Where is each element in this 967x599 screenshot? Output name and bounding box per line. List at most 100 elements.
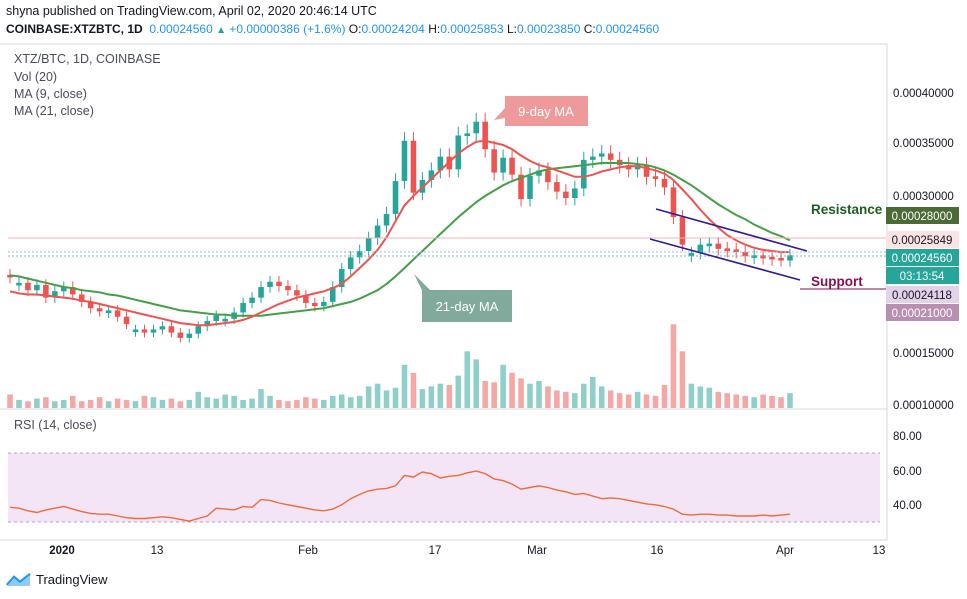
rsi-axis[interactable]: 80.00 60.00 40.00 bbox=[893, 431, 922, 512]
volume-bar bbox=[482, 381, 488, 408]
volume-bar bbox=[338, 394, 345, 408]
volume-bar bbox=[787, 393, 793, 408]
rsi-tick: 60.00 bbox=[893, 466, 922, 478]
volume-bar bbox=[231, 395, 237, 408]
volume-bar bbox=[7, 394, 13, 408]
candle-body bbox=[374, 225, 381, 239]
candle-body bbox=[509, 157, 515, 175]
channel-lower-line[interactable] bbox=[649, 238, 801, 281]
last-price-label: 0.00024560 bbox=[892, 253, 953, 265]
candle-body bbox=[670, 187, 677, 218]
volume-bar bbox=[751, 397, 757, 408]
candle-body bbox=[563, 191, 569, 198]
volume-bar bbox=[455, 375, 462, 408]
candle-body bbox=[303, 295, 309, 303]
volume-bar bbox=[778, 397, 784, 408]
resistance-price: 0.00028000 bbox=[892, 211, 953, 223]
volume-bar bbox=[581, 383, 587, 408]
volume-bar bbox=[321, 399, 327, 408]
candle-body bbox=[742, 252, 748, 257]
last-price: 0.00024560 bbox=[149, 22, 213, 36]
candle-body bbox=[581, 159, 587, 189]
volume-bar bbox=[410, 372, 417, 408]
low-value: 0.00023850 bbox=[516, 22, 581, 36]
volume-bar bbox=[634, 391, 641, 408]
volume-bar bbox=[34, 398, 40, 408]
candle-body bbox=[321, 301, 327, 307]
candle-body bbox=[258, 287, 264, 298]
volume-bar bbox=[760, 394, 766, 408]
volume-bar bbox=[168, 398, 175, 408]
support-price: 0.00021000 bbox=[892, 308, 953, 320]
ma9-price: 0.00025849 bbox=[892, 235, 953, 247]
volume-bar bbox=[347, 397, 354, 408]
candle-body bbox=[96, 308, 103, 312]
rsi-line bbox=[9, 470, 791, 522]
volume-bar bbox=[294, 399, 300, 408]
volume-bar bbox=[715, 391, 722, 408]
high-label: H: bbox=[428, 22, 441, 36]
high-value: 0.00025853 bbox=[440, 22, 504, 36]
legend-ma21: MA (21, close) bbox=[14, 104, 94, 118]
volume-bar bbox=[509, 372, 515, 408]
candle-body bbox=[267, 281, 273, 288]
candle-body bbox=[760, 255, 766, 259]
volume-bar bbox=[392, 387, 399, 408]
ma21-price-box bbox=[886, 286, 959, 303]
price-axis[interactable]: 0.00040000 0.00035000 0.00030000 0.00015… bbox=[893, 88, 954, 412]
candle-body bbox=[132, 329, 139, 333]
time-axis[interactable]: 2020 13 Feb 17 Mar 16 Apr 13 bbox=[49, 545, 885, 557]
volume-bar bbox=[96, 397, 103, 408]
candle-body bbox=[123, 316, 130, 325]
candle-body bbox=[78, 294, 85, 302]
volume-bar bbox=[105, 401, 112, 408]
time-tick: 13 bbox=[151, 545, 164, 557]
volume-bar bbox=[706, 387, 713, 408]
resistance-label: Resistance bbox=[811, 202, 883, 217]
volume-bar bbox=[43, 397, 49, 408]
volume-bar bbox=[159, 399, 166, 408]
volume-bar bbox=[742, 395, 748, 408]
volume-bar bbox=[464, 351, 471, 408]
price-tick: 0.00030000 bbox=[893, 191, 954, 203]
candle-body bbox=[347, 257, 354, 270]
time-tick: Apr bbox=[776, 545, 794, 557]
rsi-tick: 80.00 bbox=[893, 431, 922, 443]
volume-bar bbox=[652, 395, 659, 408]
candle-body bbox=[751, 255, 757, 258]
candle-body bbox=[61, 287, 67, 292]
low-label: L: bbox=[506, 22, 517, 36]
time-tick: 17 bbox=[429, 545, 442, 557]
time-tick: 13 bbox=[873, 545, 886, 557]
volume-bar bbox=[374, 383, 381, 408]
volume-bar bbox=[285, 401, 291, 408]
ma9-price-box bbox=[886, 231, 959, 248]
candle-body bbox=[518, 174, 524, 200]
candle-body bbox=[159, 326, 166, 330]
volume-bar bbox=[500, 364, 506, 408]
candle-body bbox=[554, 182, 560, 192]
time-tick: Feb bbox=[298, 545, 318, 557]
volume-bar bbox=[670, 324, 677, 408]
volume-bar bbox=[249, 398, 255, 408]
tradingview-brand[interactable]: TradingView bbox=[6, 572, 108, 587]
candle-body bbox=[383, 213, 390, 226]
candle-body bbox=[589, 156, 596, 160]
candle-body bbox=[679, 217, 686, 245]
candle-body bbox=[141, 329, 148, 333]
volume-bar bbox=[724, 393, 731, 408]
volume-bar bbox=[536, 381, 542, 408]
channel-upper-line[interactable] bbox=[655, 208, 808, 252]
candle-body bbox=[661, 178, 668, 188]
volume-bar bbox=[428, 386, 435, 408]
countdown-label: 03:13:54 bbox=[900, 271, 945, 283]
price-tick: 0.00015000 bbox=[893, 348, 954, 360]
candle-body bbox=[634, 165, 641, 170]
volume-bar bbox=[267, 395, 273, 408]
volume-bar bbox=[545, 386, 551, 408]
candle-body bbox=[598, 153, 605, 157]
volume-bar bbox=[276, 399, 282, 408]
candle-body bbox=[338, 269, 345, 288]
price-change: +0.00000386 (+1.6%) bbox=[229, 22, 346, 36]
